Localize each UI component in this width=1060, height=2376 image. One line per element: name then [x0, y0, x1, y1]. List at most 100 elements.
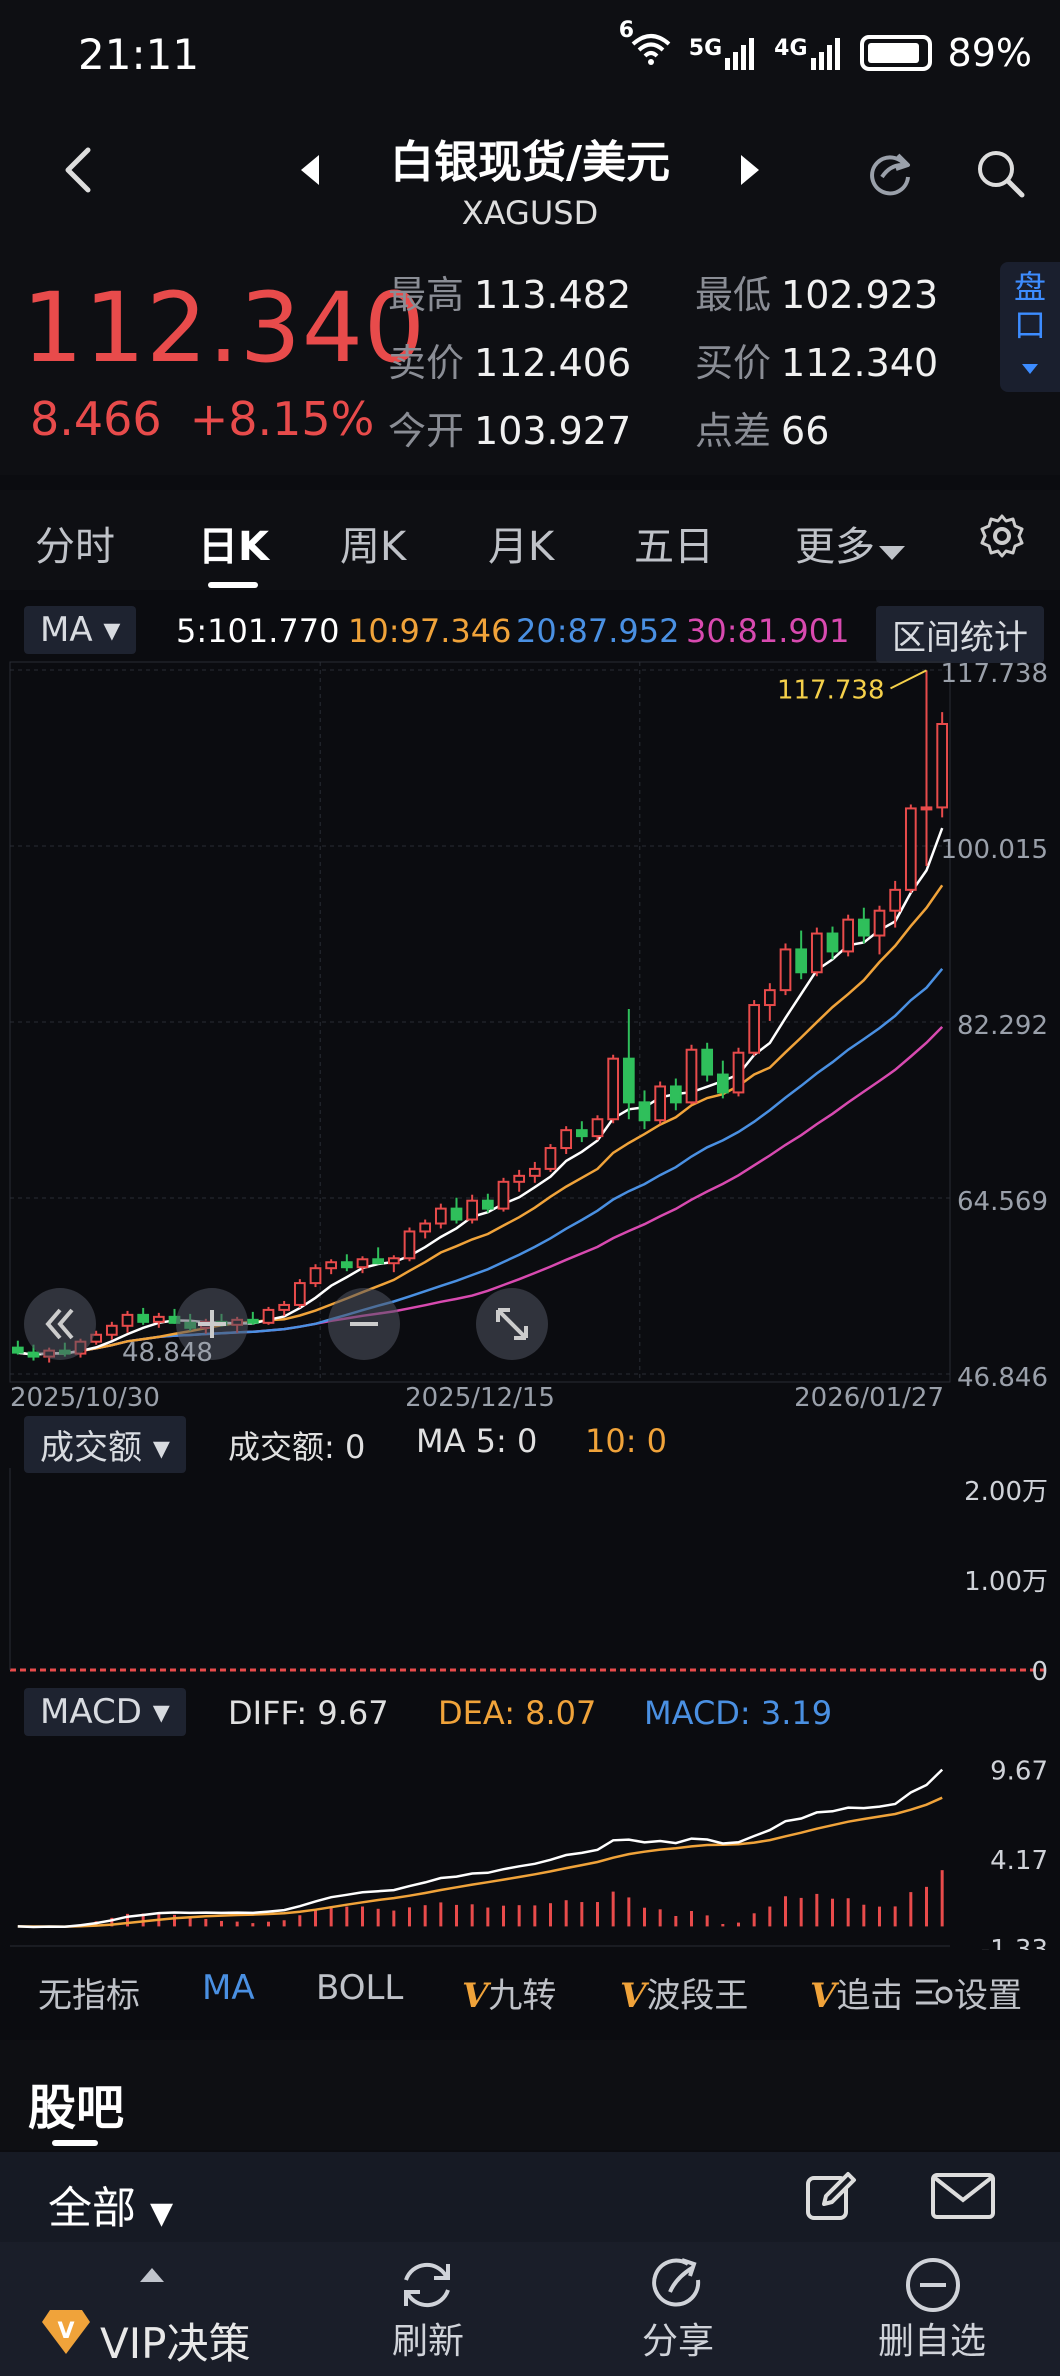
change-amount: 8.466	[30, 392, 162, 446]
indicator-ma[interactable]: MA	[202, 1968, 255, 2008]
candle-body	[262, 1308, 275, 1324]
indicator-chase[interactable]: V追击	[810, 1976, 900, 2016]
indicator-nine-turn[interactable]: V九转	[462, 1976, 557, 2016]
x-tick-label: 2025/12/15	[405, 1383, 555, 1413]
candle-body	[293, 1282, 306, 1306]
indicator-none[interactable]: 无指标	[38, 1976, 140, 2016]
forum-filter-bar: 全部 ▼	[0, 2152, 1060, 2242]
tab-weekly-k[interactable]: 周K	[340, 524, 407, 570]
share-button[interactable]: 分享	[630, 2242, 726, 2376]
candle-body	[826, 932, 839, 953]
refresh-button[interactable]: 刷新	[380, 2242, 476, 2376]
refresh-icon	[404, 2262, 450, 2308]
candle-body	[732, 1051, 745, 1094]
minus-circle-icon	[906, 2258, 960, 2312]
signal-5g-icon: 5G	[689, 36, 758, 70]
candle-body	[873, 909, 886, 937]
price-change: 8.466 +8.15%	[30, 392, 402, 446]
candle-body	[387, 1257, 400, 1265]
indicator-settings[interactable]: 设置	[910, 1968, 1022, 2017]
bid-value: 112.340	[781, 341, 939, 385]
caret-down-icon	[879, 546, 905, 560]
ma-selector[interactable]: MA ▾	[24, 606, 137, 654]
candle-body	[497, 1180, 510, 1210]
high-value: 113.482	[474, 273, 632, 317]
wifi-icon: 6	[619, 18, 673, 75]
candle-body	[748, 1004, 761, 1054]
volume-ma10-legend: 10: 0	[585, 1422, 668, 1460]
candle-body	[622, 1057, 635, 1104]
compose-icon[interactable]	[802, 2168, 858, 2224]
candlestick-chart[interactable]: 117.738 100.015 82.292 64.569 46.846 2025/10/…	[0, 598, 1060, 1958]
ma30-legend: 30:81.901	[686, 612, 850, 650]
spread-row: 点差 66	[695, 409, 830, 453]
order-book-toggle[interactable]: 盘 口	[1000, 262, 1060, 392]
settings-list-icon	[916, 1979, 953, 2005]
forum-title[interactable]: 股吧	[28, 2080, 125, 2136]
next-symbol-icon[interactable]	[735, 153, 765, 187]
indicator-wave-king[interactable]: V波段王	[620, 1976, 749, 2016]
status-icons: 6 5G 4G 89%	[619, 18, 1032, 75]
back-arrow-icon[interactable]	[50, 140, 110, 200]
indicator-boll[interactable]: BOLL	[316, 1968, 404, 2008]
candle-body	[560, 1129, 573, 1150]
ma5-line	[17, 827, 944, 1356]
ma20-legend: 20:87.952	[516, 612, 680, 650]
candle-body	[137, 1313, 150, 1323]
last-price: 112.340	[22, 272, 426, 384]
signal-4g-icon: 4G	[774, 36, 843, 70]
vip-decision-button[interactable]: V VIP决策	[0, 2242, 296, 2376]
volume-ma5-legend: MA 5: 0	[416, 1422, 538, 1460]
mail-icon[interactable]	[930, 2172, 996, 2220]
bottom-action-bar: V VIP决策 刷新 分享 删自选	[0, 2242, 1060, 2376]
caret-down-icon: ▾	[152, 1428, 170, 1468]
indicator-bar: 无指标 MA BOLL V九转 V波段王 V追击 设置	[0, 1950, 1060, 2030]
gear-icon[interactable]	[978, 512, 1026, 560]
remove-watchlist-button[interactable]: 删自选	[870, 2242, 994, 2376]
fullscreen-icon[interactable]	[474, 1286, 550, 1362]
collapse-left-icon[interactable]	[22, 1286, 98, 1362]
tab-monthly-k[interactable]: 月K	[488, 524, 555, 570]
y-tick-label: 117.738	[940, 659, 1048, 689]
candle-body	[246, 1318, 259, 1324]
candle-body	[434, 1207, 447, 1225]
ask-row: 卖价 112.406	[388, 341, 632, 385]
vip-v-icon: V	[620, 1976, 647, 2016]
y-tick-label: 82.292	[957, 1011, 1048, 1041]
spread-value: 66	[781, 409, 830, 453]
range-stats-button[interactable]: 区间统计	[876, 606, 1044, 663]
header: 白银现货/美元 XAGUSD	[0, 110, 1060, 232]
tab-daily-k[interactable]: 日K	[198, 524, 269, 570]
volume-selector[interactable]: 成交额 ▾	[24, 1416, 186, 1473]
candle-body	[481, 1199, 494, 1210]
tab-intraday[interactable]: 分时	[35, 524, 115, 570]
chart-frame	[9, 661, 951, 1383]
candle-body	[654, 1085, 667, 1122]
overlay-value: 48.848	[122, 1338, 213, 1368]
max-price-label: 117.738	[777, 675, 885, 705]
tab-five-day[interactable]: 五日	[634, 524, 714, 570]
candle-body	[607, 1057, 620, 1121]
volume-y-tick: 2.00万	[964, 1477, 1048, 1507]
tab-more[interactable]: 更多	[795, 514, 905, 572]
macd-y-tick: 9.67	[990, 1757, 1048, 1787]
symbol-code: XAGUSD	[461, 194, 599, 232]
prev-symbol-icon[interactable]	[295, 153, 325, 187]
y-tick-label: 100.015	[940, 835, 1048, 865]
zoom-in-icon[interactable]	[174, 1286, 250, 1362]
candle-body	[889, 888, 902, 912]
search-icon[interactable]	[972, 145, 1028, 201]
share-refresh-icon[interactable]	[862, 145, 918, 201]
battery-icon	[859, 34, 932, 71]
caret-down-icon	[1022, 364, 1038, 374]
macd-selector[interactable]: MACD ▾	[24, 1688, 186, 1736]
title-block: 白银现货/美元 XAGUSD	[340, 126, 720, 232]
open-row: 今开 103.927	[388, 409, 632, 453]
wifi-sub-label: 6	[618, 18, 635, 43]
dea-line	[17, 1796, 943, 1928]
forum-section: 股吧	[0, 2040, 1060, 2150]
vip-diamond-icon: V	[42, 2310, 90, 2354]
open-value: 103.927	[474, 409, 632, 453]
filter-all-dropdown[interactable]: 全部 ▼	[48, 2183, 174, 2234]
zoom-out-icon[interactable]	[326, 1286, 402, 1362]
